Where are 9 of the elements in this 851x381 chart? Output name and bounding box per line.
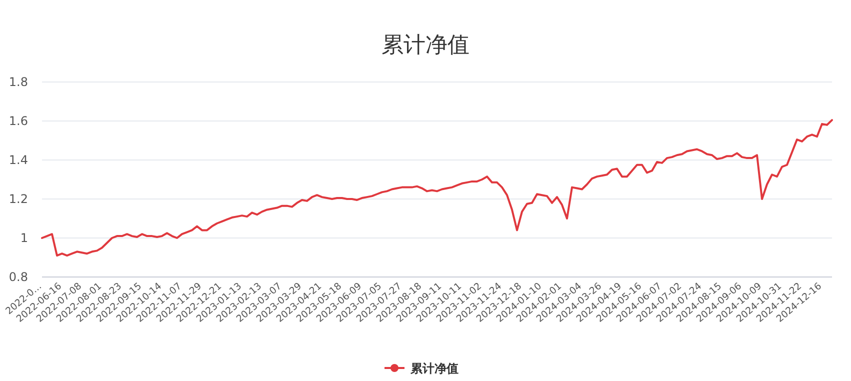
y-tick-label: 1.8 — [8, 75, 28, 89]
y-tick-label: 1 — [20, 231, 28, 245]
y-tick-label: 0.8 — [8, 270, 28, 284]
chart-title: 累计净值 — [382, 33, 470, 58]
y-tick-label: 1.4 — [8, 153, 28, 167]
y-tick-label: 1.2 — [8, 192, 28, 206]
y-tick-label: 1.6 — [8, 114, 28, 128]
legend-item: 累计净值 — [384, 362, 458, 376]
legend-label: 累计净值 — [410, 362, 458, 376]
